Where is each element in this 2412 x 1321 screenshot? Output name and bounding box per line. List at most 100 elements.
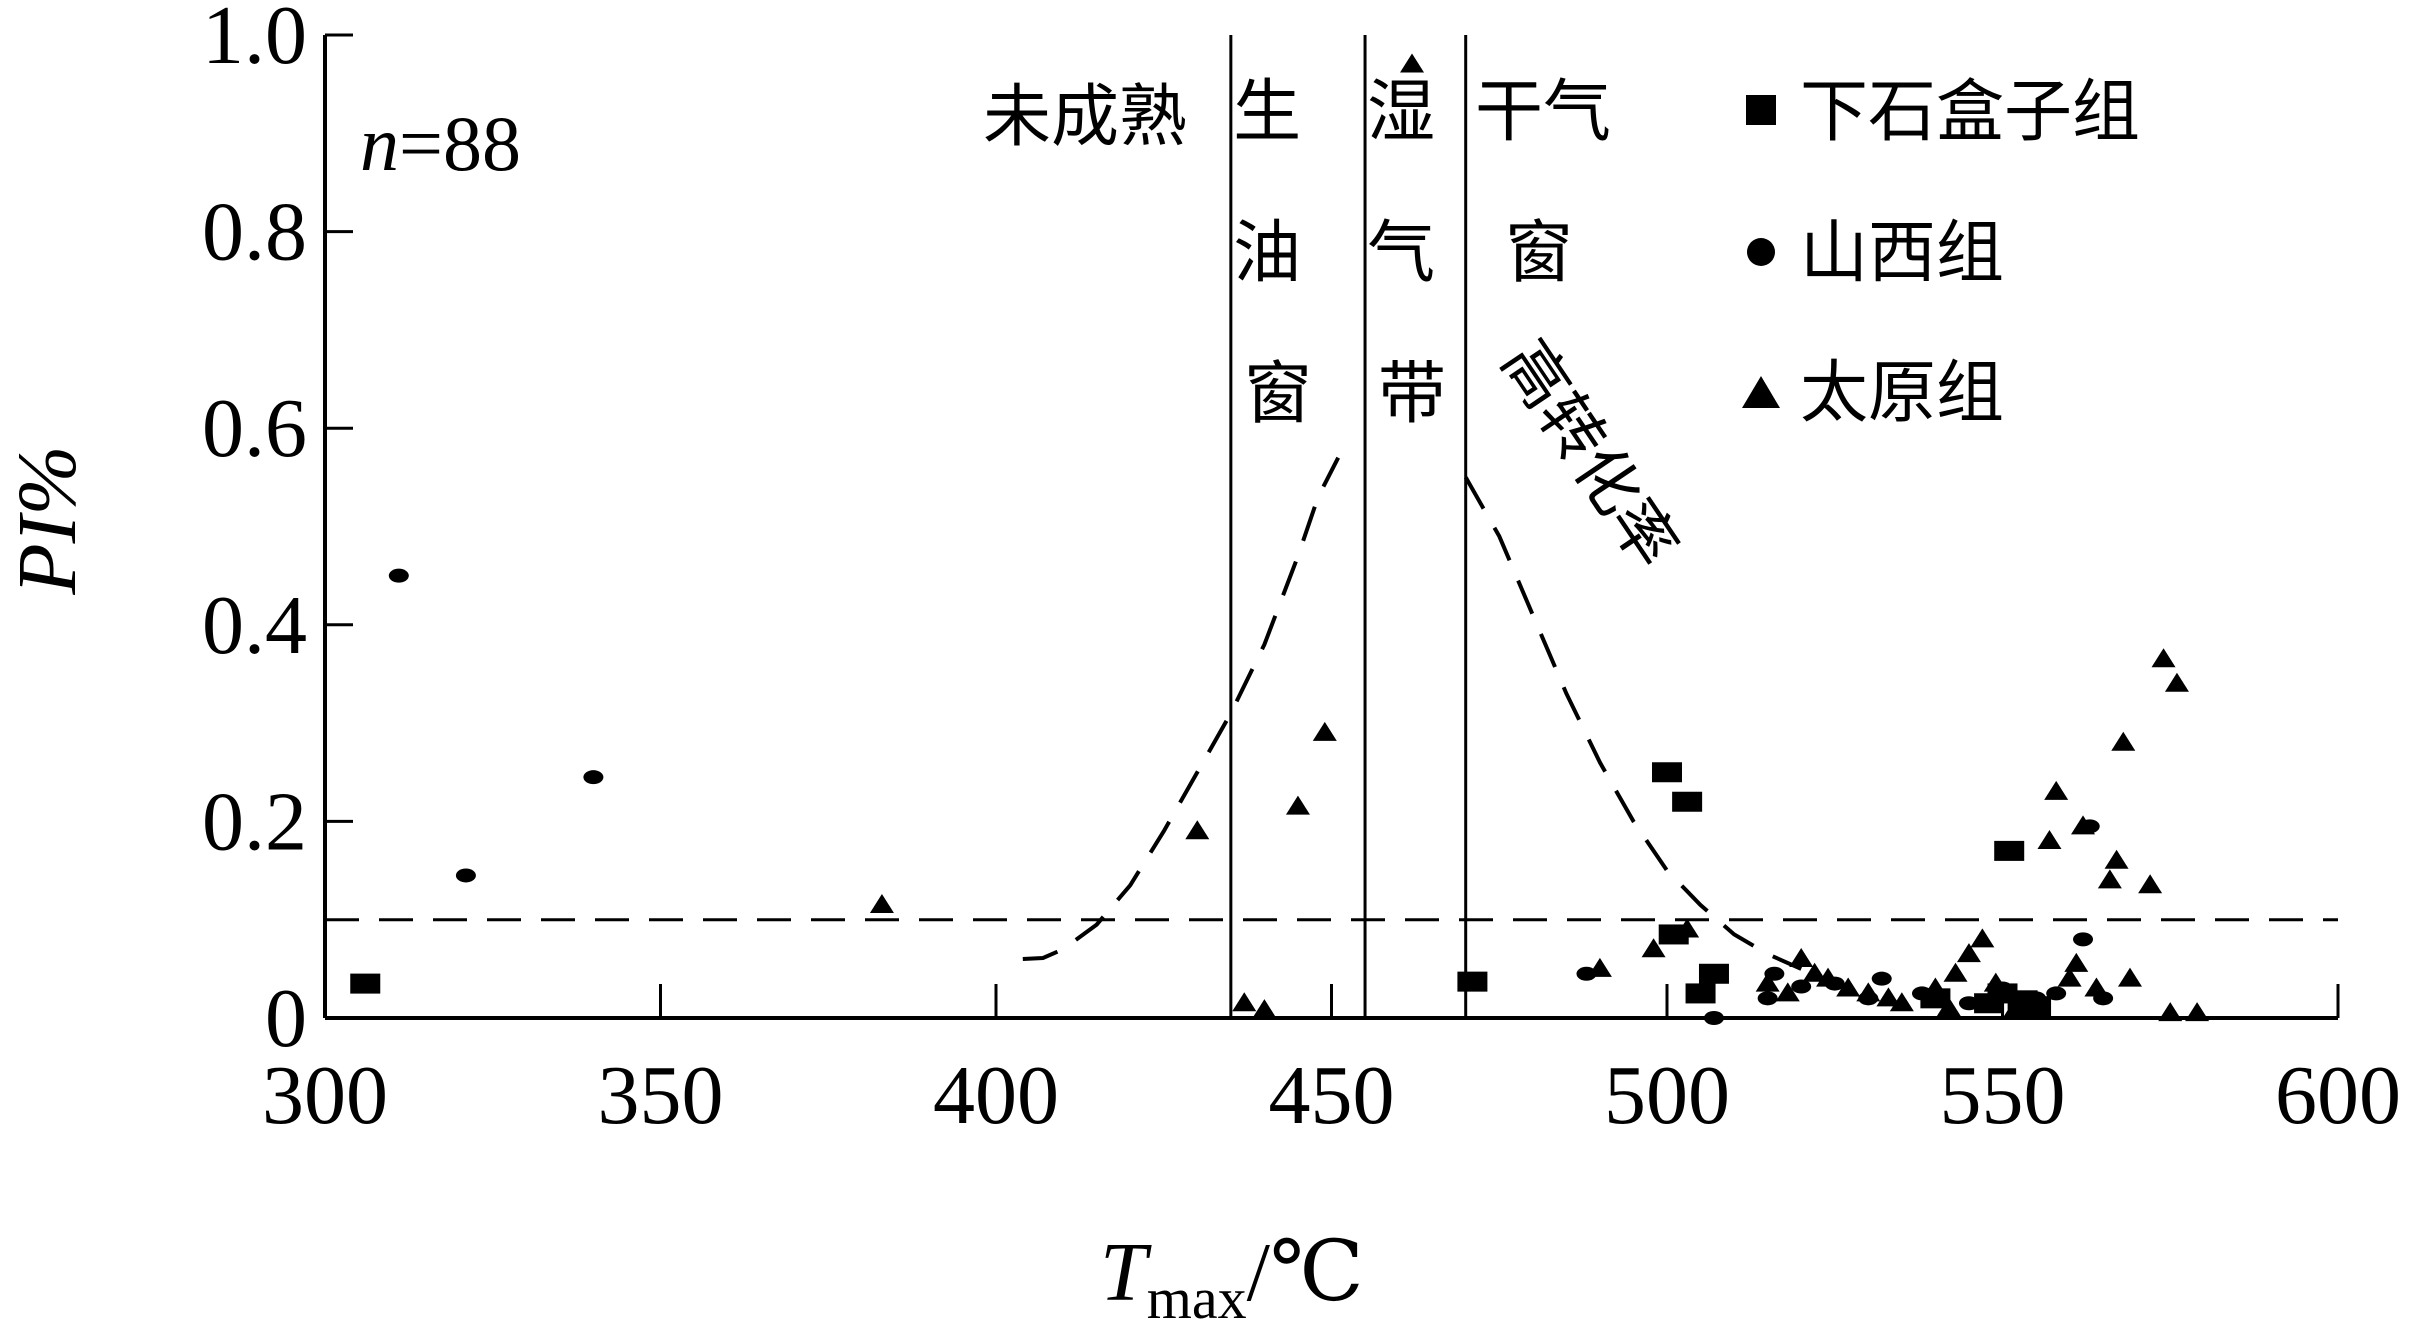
zone-label-wet-gas: 湿 气 带 [1367,73,1457,434]
point-square-5 [1698,963,1729,984]
point-triangle-7 [1587,957,1612,977]
legend-marker-square [1746,95,1776,125]
y-axis-title: PI% [1,445,94,595]
point-triangle-11 [1775,982,1800,1002]
point-triangle-32 [2097,869,2122,889]
point-circle-1 [455,868,476,883]
point-triangle-8 [1641,938,1666,958]
point-triangle-34 [2111,731,2136,751]
zone-label-immature: 未成熟 [983,78,1187,157]
point-triangle-20 [1936,997,1961,1017]
point-triangle-1 [1185,820,1210,840]
point-triangle-36 [2138,874,2163,894]
point-circle-0 [388,568,409,583]
point-triangle-4 [1285,795,1310,815]
point-square-0 [350,973,381,994]
point-triangle-31 [2084,977,2109,997]
sample-count-label: n=88 [360,100,521,187]
point-triangle-12 [1789,948,1814,968]
zone-label-oil-window-char-1: 生 [1233,73,1301,152]
zone-label-oil-window-char-2: 油 [1233,214,1301,293]
point-triangle-0 [869,893,894,913]
point-circle-2 [583,770,604,785]
x-tick-label-450: 450 [1269,1049,1395,1142]
point-triangle-14 [1816,967,1841,987]
zone-label-oil-window: 生 油 窗 [1233,73,1323,434]
point-circle-10 [1871,971,1892,986]
point-triangle-18 [1889,992,1914,1012]
zone-label-oil-window-char-3: 窗 [1244,355,1312,434]
x-tick-label-500: 500 [1604,1049,1730,1142]
x-tick-label-400: 400 [933,1049,1059,1142]
y-tick-label-0: 0 [265,972,307,1065]
point-circle-5 [1757,991,1778,1006]
curve-label-high-conversion: 高转化率 [1487,328,1692,582]
y-tick-label-3: 0.6 [202,382,307,475]
point-triangle-5 [1312,721,1337,741]
x-tick-label-350: 350 [598,1049,724,1142]
point-triangle-23 [1970,928,1995,948]
point-triangle-27 [2044,780,2069,800]
point-circle-11 [1911,986,1932,1001]
legend-label-taiyuan: 太原组 [1800,354,2004,433]
envelope-curves [1022,456,1803,971]
point-circle-7 [1791,979,1812,994]
point-triangle-13 [1802,962,1827,982]
legend-label-xiashihezi: 下石盒子组 [1800,73,2140,152]
legend-marker-triangle [1742,376,1780,408]
point-triangle-9 [1675,918,1700,938]
legend: 下石盒子组 山西组 太原组 [1742,73,2140,433]
zone-label-wet-gas-char-2: 气 [1367,214,1435,293]
point-triangle-30 [2071,815,2096,835]
point-triangle-19 [1923,977,1948,997]
point-circle-15 [2046,986,2067,1001]
x-tick-label-300: 300 [262,1049,388,1142]
point-triangle-15 [1836,977,1861,997]
point-square-6 [1685,983,1716,1004]
point-triangle-35 [2117,967,2142,987]
tick-labels: 300 350 400 450 500 550 600 0 0.2 0.4 0.6 0.8 1.0 [202,0,2401,1142]
zone-label-dry-gas-char-3: 窗 [1505,214,1573,293]
point-triangle-33 [2104,849,2129,869]
point-triangle-29 [2064,952,2089,972]
x-tick-label-550: 550 [1940,1049,2066,1142]
point-circle-12 [1958,996,1979,1011]
zone-label-wet-gas-char-1: 湿 [1367,73,1435,152]
point-triangle-25 [2003,997,2028,1017]
point-triangle-2 [1232,992,1257,1012]
zone-label-dry-gas: 干气 窗 [1475,73,1633,293]
point-triangle-22 [1956,943,1981,963]
point-triangle-26 [2037,830,2062,850]
x-tick-label-600: 600 [2275,1049,2401,1142]
point-triangle-39 [2164,672,2189,692]
envelope-right-curve [1463,476,1803,971]
point-square-2 [1652,762,1682,783]
point-triangle-37 [2151,648,2176,668]
zone-boundaries [1229,35,1468,1018]
legend-label-shanxi: 山西组 [1800,214,2004,293]
point-square-3 [1672,791,1703,812]
data-points [350,53,2210,1025]
point-circle-16 [2073,932,2094,947]
axes [323,33,2340,1020]
y-tick-label-1: 0.2 [202,775,307,868]
point-triangle-6 [1400,53,1425,73]
point-triangle-21 [1943,962,1968,982]
point-triangle-17 [1876,987,1901,1007]
zone-label-wet-gas-char-3: 带 [1378,355,1446,434]
point-triangle-16 [1856,982,1881,1002]
y-tick-label-5: 1.0 [202,0,307,82]
point-circle-3 [1576,966,1597,981]
legend-marker-circle [1747,238,1775,266]
y-tick-label-4: 0.8 [202,186,307,279]
point-square-10 [1994,840,2025,861]
point-circle-14 [2026,991,2047,1006]
envelope-left-curve [1022,456,1340,961]
y-tick-label-2: 0.4 [202,579,307,672]
point-triangle-28 [2057,967,2082,987]
zone-label-dry-gas-chars-1: 干气 [1475,73,1611,152]
point-triangle-3 [1252,999,1277,1019]
x-axis-title: Tmax/℃ [1100,1226,1364,1321]
point-triangle-10 [1755,972,1780,992]
